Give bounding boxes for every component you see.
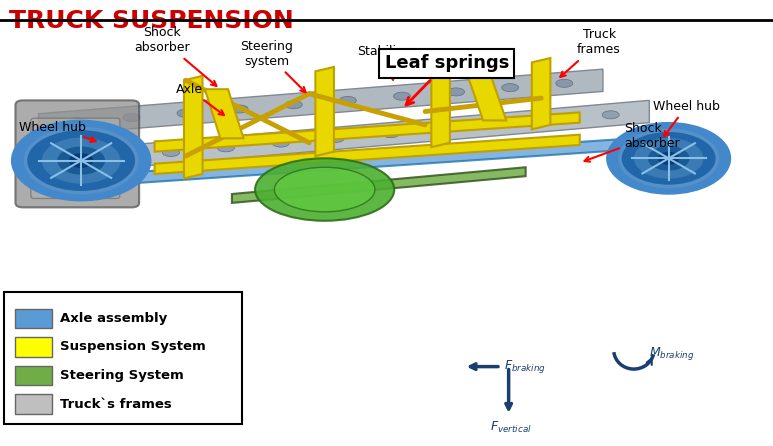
Ellipse shape xyxy=(272,139,289,147)
Circle shape xyxy=(12,120,151,201)
Circle shape xyxy=(649,147,689,170)
Circle shape xyxy=(635,139,703,178)
Text: Truck`s frames: Truck`s frames xyxy=(60,397,172,411)
FancyBboxPatch shape xyxy=(15,337,52,357)
Ellipse shape xyxy=(285,101,302,109)
Polygon shape xyxy=(205,89,243,138)
Ellipse shape xyxy=(123,114,140,122)
Ellipse shape xyxy=(448,88,465,96)
Ellipse shape xyxy=(339,96,356,104)
Ellipse shape xyxy=(327,134,344,142)
Ellipse shape xyxy=(393,92,410,100)
Text: Steering System: Steering System xyxy=(60,369,184,382)
Text: Leaf springs: Leaf springs xyxy=(385,54,509,105)
Polygon shape xyxy=(155,135,580,174)
Polygon shape xyxy=(431,67,450,147)
Ellipse shape xyxy=(69,118,86,126)
Text: Axle: Axle xyxy=(175,83,224,115)
FancyBboxPatch shape xyxy=(15,309,52,328)
Polygon shape xyxy=(468,76,506,120)
Polygon shape xyxy=(39,69,603,136)
Ellipse shape xyxy=(556,79,573,87)
Text: $\mathit{F}_{braking}$: $\mathit{F}_{braking}$ xyxy=(504,358,546,375)
Circle shape xyxy=(620,130,717,186)
Circle shape xyxy=(659,153,679,164)
Ellipse shape xyxy=(231,105,248,113)
Polygon shape xyxy=(155,112,580,152)
Text: Stabilizer: Stabilizer xyxy=(357,45,416,80)
Ellipse shape xyxy=(162,149,179,157)
Circle shape xyxy=(58,147,104,174)
Text: Wheel hub: Wheel hub xyxy=(653,99,720,136)
Text: $\mathit{M}_{braking}$: $\mathit{M}_{braking}$ xyxy=(649,345,695,362)
Polygon shape xyxy=(184,76,203,178)
Circle shape xyxy=(70,154,93,167)
Text: Steering
system: Steering system xyxy=(240,40,305,92)
Polygon shape xyxy=(139,138,634,183)
Polygon shape xyxy=(532,58,550,129)
Ellipse shape xyxy=(274,167,375,212)
Ellipse shape xyxy=(438,125,455,133)
Ellipse shape xyxy=(177,109,194,117)
Text: Shock
absorber: Shock absorber xyxy=(135,26,216,86)
Text: Shock
absorber: Shock absorber xyxy=(584,122,680,161)
Circle shape xyxy=(43,138,120,183)
Ellipse shape xyxy=(547,116,564,124)
Polygon shape xyxy=(77,100,649,172)
Ellipse shape xyxy=(492,120,509,128)
FancyBboxPatch shape xyxy=(4,292,242,424)
Text: TRUCK SUSPENSION: TRUCK SUSPENSION xyxy=(9,9,294,33)
Text: Wheel hub: Wheel hub xyxy=(19,120,96,142)
Text: Axle assembly: Axle assembly xyxy=(60,312,168,325)
FancyBboxPatch shape xyxy=(15,100,139,207)
Ellipse shape xyxy=(502,83,519,91)
Ellipse shape xyxy=(383,130,400,138)
Text: Suspension System: Suspension System xyxy=(60,340,206,354)
Text: Truck
frames: Truck frames xyxy=(560,29,621,77)
Ellipse shape xyxy=(602,111,619,119)
Polygon shape xyxy=(232,167,526,203)
Ellipse shape xyxy=(107,153,124,161)
Ellipse shape xyxy=(217,144,234,152)
FancyBboxPatch shape xyxy=(31,118,120,198)
Ellipse shape xyxy=(255,158,394,221)
Circle shape xyxy=(26,128,137,193)
FancyBboxPatch shape xyxy=(15,394,52,414)
Bar xyxy=(0,22,773,419)
Text: $\mathit{F}_{vertical}$: $\mathit{F}_{vertical}$ xyxy=(490,420,532,435)
Circle shape xyxy=(607,123,730,194)
FancyBboxPatch shape xyxy=(15,366,52,385)
Polygon shape xyxy=(315,67,334,156)
